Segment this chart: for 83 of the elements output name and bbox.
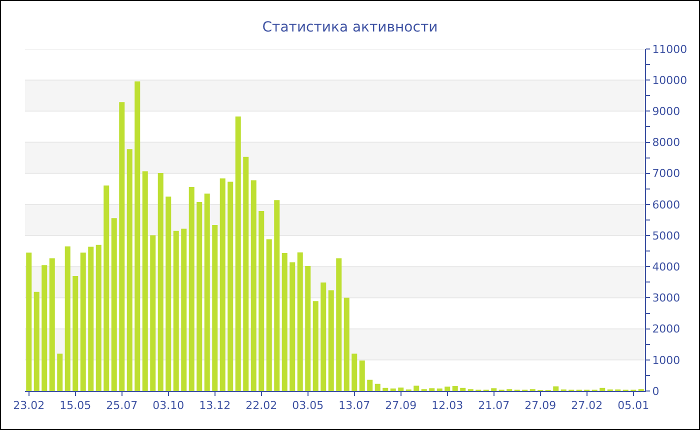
bar bbox=[243, 156, 249, 391]
bar bbox=[204, 194, 210, 391]
x-tick-label: 03.10 bbox=[152, 399, 184, 412]
bar bbox=[26, 252, 32, 391]
bar bbox=[274, 200, 280, 391]
bar bbox=[142, 171, 148, 391]
bar bbox=[196, 202, 202, 391]
bar bbox=[600, 388, 606, 391]
bar bbox=[444, 386, 450, 391]
bar bbox=[34, 292, 40, 391]
bar bbox=[150, 235, 156, 391]
y-tick-label: 10000 bbox=[652, 74, 688, 87]
chart-title: Статистика активности bbox=[262, 20, 438, 36]
y-tick-label: 2000 bbox=[652, 322, 680, 336]
y-tick-label: 3000 bbox=[652, 292, 680, 305]
bar bbox=[126, 149, 132, 391]
y-tick-label: 8000 bbox=[652, 136, 680, 150]
bar bbox=[57, 354, 63, 391]
bar bbox=[374, 384, 380, 391]
y-tick-label: 5000 bbox=[652, 229, 680, 242]
bar bbox=[188, 187, 194, 391]
bar bbox=[166, 196, 172, 391]
bar bbox=[328, 290, 334, 391]
bar bbox=[553, 386, 559, 391]
bar bbox=[344, 298, 350, 391]
x-tick-label: 23.02 bbox=[13, 399, 45, 412]
y-tick-label: 4000 bbox=[652, 260, 680, 274]
x-tick-label: 27.02 bbox=[571, 399, 603, 412]
bar bbox=[134, 81, 140, 391]
y-tick-label: 7000 bbox=[652, 167, 680, 180]
x-tick-label: 27.09 bbox=[385, 399, 417, 412]
x-tick-label: 22.02 bbox=[246, 399, 278, 412]
bar bbox=[305, 266, 311, 391]
bar bbox=[336, 258, 342, 391]
bar bbox=[119, 102, 125, 391]
bar bbox=[88, 246, 94, 391]
x-tick-label: 03.05 bbox=[292, 399, 324, 412]
bar bbox=[104, 185, 110, 391]
bar bbox=[382, 388, 388, 391]
bar bbox=[429, 388, 435, 391]
y-tick-label: 1000 bbox=[652, 354, 680, 367]
bar bbox=[250, 180, 256, 391]
bar bbox=[80, 252, 86, 391]
bar bbox=[367, 380, 373, 391]
y-tick-label: 9000 bbox=[652, 105, 680, 118]
bar bbox=[173, 230, 179, 391]
bar bbox=[96, 244, 102, 391]
x-tick-label: 13.07 bbox=[338, 399, 370, 412]
bar bbox=[64, 246, 70, 391]
bar bbox=[228, 182, 234, 391]
bar bbox=[290, 262, 296, 391]
bar bbox=[414, 386, 420, 391]
bar bbox=[158, 173, 164, 391]
x-tick-label: 12.03 bbox=[432, 399, 464, 412]
bar bbox=[181, 228, 187, 391]
x-tick-label: 25.07 bbox=[106, 399, 138, 412]
bar bbox=[220, 178, 226, 391]
bar bbox=[312, 301, 318, 391]
bar bbox=[212, 224, 218, 391]
bar bbox=[359, 360, 365, 391]
bar bbox=[460, 388, 466, 391]
bar bbox=[258, 210, 264, 391]
bar bbox=[297, 252, 303, 391]
x-tick-label: 15.05 bbox=[60, 399, 92, 412]
x-tick-label: 13.12 bbox=[199, 399, 231, 412]
bar bbox=[352, 354, 358, 391]
bar bbox=[282, 252, 288, 391]
y-tick-label: 0 bbox=[652, 384, 660, 398]
x-tick-label: 05.01 bbox=[618, 399, 650, 412]
bar bbox=[452, 386, 458, 391]
bar bbox=[42, 265, 48, 391]
bar bbox=[266, 239, 272, 391]
bar bbox=[398, 388, 404, 391]
y-tick-label: 6000 bbox=[652, 198, 680, 212]
x-tick-label: 21.07 bbox=[478, 399, 510, 412]
bar bbox=[111, 218, 117, 391]
x-tick-label: 27.09 bbox=[524, 399, 556, 412]
bar bbox=[72, 276, 78, 391]
bar bbox=[320, 282, 326, 391]
bar bbox=[235, 116, 241, 391]
y-tick-label: 11000 bbox=[652, 42, 688, 56]
bar bbox=[491, 388, 497, 391]
bar bbox=[49, 258, 55, 391]
